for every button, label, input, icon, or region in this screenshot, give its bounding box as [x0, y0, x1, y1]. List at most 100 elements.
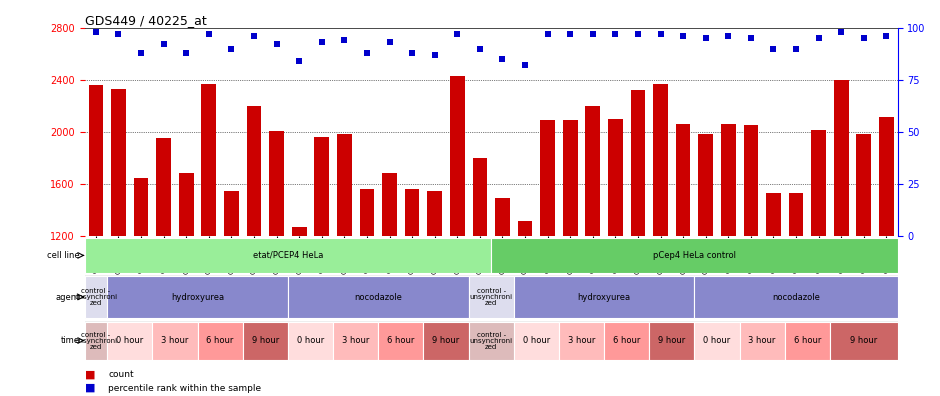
- Point: [224, 45, 239, 51]
- Point: [744, 35, 759, 41]
- Bar: [152, 322, 197, 360]
- Point: [834, 29, 849, 35]
- Point: [359, 50, 374, 56]
- Bar: [383, 173, 397, 236]
- Text: hydroxyurea: hydroxyurea: [577, 293, 631, 301]
- Point: [676, 33, 691, 39]
- Bar: [473, 158, 487, 236]
- Text: pCep4 HeLa control: pCep4 HeLa control: [653, 251, 736, 260]
- Bar: [540, 120, 555, 236]
- Text: GDS449 / 40225_at: GDS449 / 40225_at: [85, 13, 207, 27]
- Point: [472, 45, 487, 51]
- Text: nocodazole: nocodazole: [772, 293, 820, 301]
- Bar: [495, 198, 509, 236]
- Text: control -
unsynchroni
zed: control - unsynchroni zed: [74, 331, 118, 350]
- Point: [811, 35, 826, 41]
- Point: [133, 50, 149, 56]
- Text: count: count: [108, 370, 133, 379]
- Text: 6 hour: 6 hour: [613, 336, 640, 345]
- Bar: [834, 80, 849, 236]
- Bar: [721, 124, 736, 236]
- Point: [269, 41, 284, 48]
- Text: 6 hour: 6 hour: [793, 336, 821, 345]
- Bar: [133, 179, 149, 236]
- Point: [201, 31, 216, 37]
- Text: agent: agent: [55, 293, 80, 301]
- Bar: [830, 322, 898, 360]
- Text: etat/PCEP4 HeLa: etat/PCEP4 HeLa: [253, 251, 323, 260]
- Text: 0 hour: 0 hour: [117, 336, 144, 345]
- Text: 3 hour: 3 hour: [162, 336, 189, 345]
- Bar: [288, 322, 333, 360]
- Point: [179, 50, 194, 56]
- Text: control -
unsynchroni
zed: control - unsynchroni zed: [74, 288, 118, 306]
- Text: 0 hour: 0 hour: [523, 336, 550, 345]
- Bar: [514, 322, 559, 360]
- Bar: [856, 134, 871, 236]
- Bar: [85, 276, 107, 318]
- Text: nocodazole: nocodazole: [354, 293, 402, 301]
- Text: 9 hour: 9 hour: [850, 336, 877, 345]
- Bar: [650, 322, 695, 360]
- Point: [879, 33, 894, 39]
- Bar: [740, 322, 785, 360]
- Point: [156, 41, 171, 48]
- Text: control -
unsynchroni
zed: control - unsynchroni zed: [470, 288, 512, 306]
- Bar: [468, 276, 514, 318]
- Bar: [405, 189, 419, 236]
- Bar: [243, 322, 288, 360]
- Point: [540, 31, 556, 37]
- Bar: [314, 137, 329, 236]
- Bar: [563, 120, 577, 236]
- Text: 6 hour: 6 hour: [207, 336, 234, 345]
- Bar: [156, 138, 171, 236]
- Bar: [785, 322, 830, 360]
- Text: 9 hour: 9 hour: [252, 336, 279, 345]
- Bar: [111, 89, 126, 236]
- Bar: [423, 322, 468, 360]
- Point: [314, 39, 329, 46]
- Bar: [291, 227, 306, 236]
- Bar: [586, 106, 600, 236]
- Bar: [879, 117, 894, 236]
- Bar: [559, 322, 604, 360]
- Bar: [695, 276, 898, 318]
- Text: 3 hour: 3 hour: [342, 336, 369, 345]
- Bar: [85, 322, 107, 360]
- Bar: [811, 130, 826, 236]
- Bar: [88, 85, 103, 236]
- Bar: [653, 84, 668, 236]
- Text: hydroxyurea: hydroxyurea: [171, 293, 224, 301]
- Point: [789, 45, 804, 51]
- Bar: [360, 189, 374, 236]
- Point: [495, 56, 510, 62]
- Bar: [107, 276, 288, 318]
- Bar: [698, 134, 713, 236]
- Text: time: time: [61, 336, 80, 345]
- Bar: [789, 193, 804, 236]
- Bar: [450, 76, 464, 236]
- Point: [427, 51, 442, 58]
- Bar: [695, 322, 740, 360]
- Point: [698, 35, 713, 41]
- Bar: [269, 131, 284, 236]
- Text: 9 hour: 9 hour: [432, 336, 460, 345]
- Point: [653, 31, 668, 37]
- Bar: [197, 322, 243, 360]
- Bar: [333, 322, 378, 360]
- Bar: [337, 134, 352, 236]
- Bar: [85, 238, 491, 272]
- Bar: [246, 106, 261, 236]
- Bar: [676, 124, 691, 236]
- Bar: [224, 191, 239, 236]
- Bar: [491, 238, 898, 272]
- Point: [246, 33, 261, 39]
- Point: [88, 29, 103, 35]
- Text: 3 hour: 3 hour: [568, 336, 595, 345]
- Bar: [631, 90, 645, 236]
- Bar: [428, 191, 442, 236]
- Bar: [107, 322, 152, 360]
- Text: 0 hour: 0 hour: [703, 336, 730, 345]
- Point: [337, 37, 352, 43]
- Point: [563, 31, 578, 37]
